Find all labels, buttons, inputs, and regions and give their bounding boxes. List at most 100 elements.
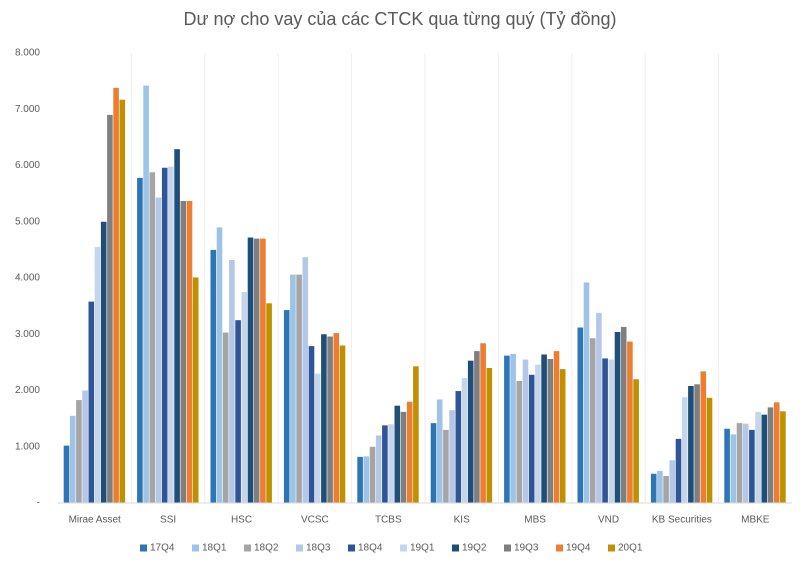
bar xyxy=(260,238,266,503)
legend-label: 18Q1 xyxy=(202,543,227,554)
bar xyxy=(749,429,755,503)
bar xyxy=(663,476,669,503)
bar xyxy=(161,167,168,503)
x-tick-label: TCBS xyxy=(375,515,402,526)
bar xyxy=(669,460,676,503)
bar xyxy=(302,257,309,503)
bar xyxy=(168,166,174,503)
bar xyxy=(174,149,180,503)
bar xyxy=(143,85,149,503)
bar xyxy=(333,333,340,503)
bar xyxy=(510,353,516,503)
legend-swatch xyxy=(400,544,407,552)
bar xyxy=(620,326,627,503)
bar xyxy=(63,445,70,503)
legend-swatch xyxy=(452,544,459,552)
x-tick-label: MBS xyxy=(524,515,546,526)
bar xyxy=(577,327,584,503)
bar xyxy=(675,438,682,503)
bar xyxy=(596,312,602,503)
bar xyxy=(107,114,113,503)
bar xyxy=(773,402,780,503)
legend-label: 19Q4 xyxy=(566,543,591,554)
bar xyxy=(688,386,694,503)
bar xyxy=(149,172,156,503)
bar xyxy=(290,274,296,503)
x-tick-label: SSI xyxy=(160,515,176,526)
bar xyxy=(216,227,223,503)
legend-label: 18Q2 xyxy=(254,543,279,554)
bar xyxy=(767,407,774,503)
bar xyxy=(504,355,510,503)
bar xyxy=(400,411,407,503)
bar xyxy=(113,87,119,503)
bar xyxy=(474,351,480,503)
x-tick-label: KIS xyxy=(454,515,470,526)
bar xyxy=(455,391,462,503)
bar xyxy=(681,397,688,503)
bar xyxy=(119,99,126,503)
x-tick-label: Mirae Asset xyxy=(69,515,121,526)
bar xyxy=(742,423,749,503)
legend-label: 18Q4 xyxy=(358,543,383,554)
y-tick-label: 1.000 xyxy=(15,441,40,452)
bar xyxy=(467,360,474,503)
x-tick-label: VND xyxy=(598,515,619,526)
bar xyxy=(321,334,327,503)
bar xyxy=(308,346,315,503)
bar xyxy=(486,368,493,503)
legend-label: 18Q3 xyxy=(306,543,331,554)
chart-title: Dư nợ cho vay của các CTCK qua từng quý … xyxy=(183,9,616,29)
y-tick-label: 2.000 xyxy=(15,385,40,396)
bar xyxy=(736,423,743,503)
bar xyxy=(535,364,541,503)
x-tick-label: HSC xyxy=(231,515,252,526)
bar xyxy=(694,384,700,503)
bar xyxy=(363,456,370,503)
bar xyxy=(314,373,321,503)
legend-swatch xyxy=(348,544,355,552)
bar xyxy=(369,446,376,503)
bar xyxy=(522,359,529,503)
y-tick-label: 5.000 xyxy=(15,216,40,227)
bar xyxy=(614,332,621,503)
bar xyxy=(382,425,388,503)
bar xyxy=(82,390,88,503)
bar xyxy=(583,282,590,503)
legend-swatch xyxy=(608,544,615,552)
bar xyxy=(253,238,260,503)
bar xyxy=(755,411,761,503)
bar xyxy=(76,400,82,503)
bar xyxy=(449,410,455,503)
bar xyxy=(657,470,663,503)
legend-label: 20Q1 xyxy=(618,543,643,554)
bar xyxy=(541,354,547,503)
y-tick-label: 8.000 xyxy=(15,48,40,59)
bar xyxy=(627,341,633,503)
bar xyxy=(430,423,437,503)
bar xyxy=(229,260,235,503)
bar xyxy=(406,401,413,503)
bar xyxy=(327,336,333,503)
bar xyxy=(436,399,443,503)
bar xyxy=(155,197,162,503)
bar xyxy=(650,473,657,503)
bar xyxy=(608,359,615,503)
bar xyxy=(480,343,486,503)
bar xyxy=(730,434,737,503)
legend-swatch xyxy=(244,544,251,552)
legend-swatch xyxy=(504,544,511,552)
legend-label: 19Q3 xyxy=(514,543,539,554)
bar xyxy=(100,221,107,503)
legend-swatch xyxy=(556,544,563,552)
bar xyxy=(516,380,523,503)
bar xyxy=(283,310,290,503)
bar xyxy=(706,397,713,503)
bar xyxy=(186,200,193,503)
bar xyxy=(375,435,382,503)
bar xyxy=(241,292,248,503)
bar xyxy=(235,320,241,503)
bar xyxy=(388,424,394,503)
bar xyxy=(559,369,566,503)
